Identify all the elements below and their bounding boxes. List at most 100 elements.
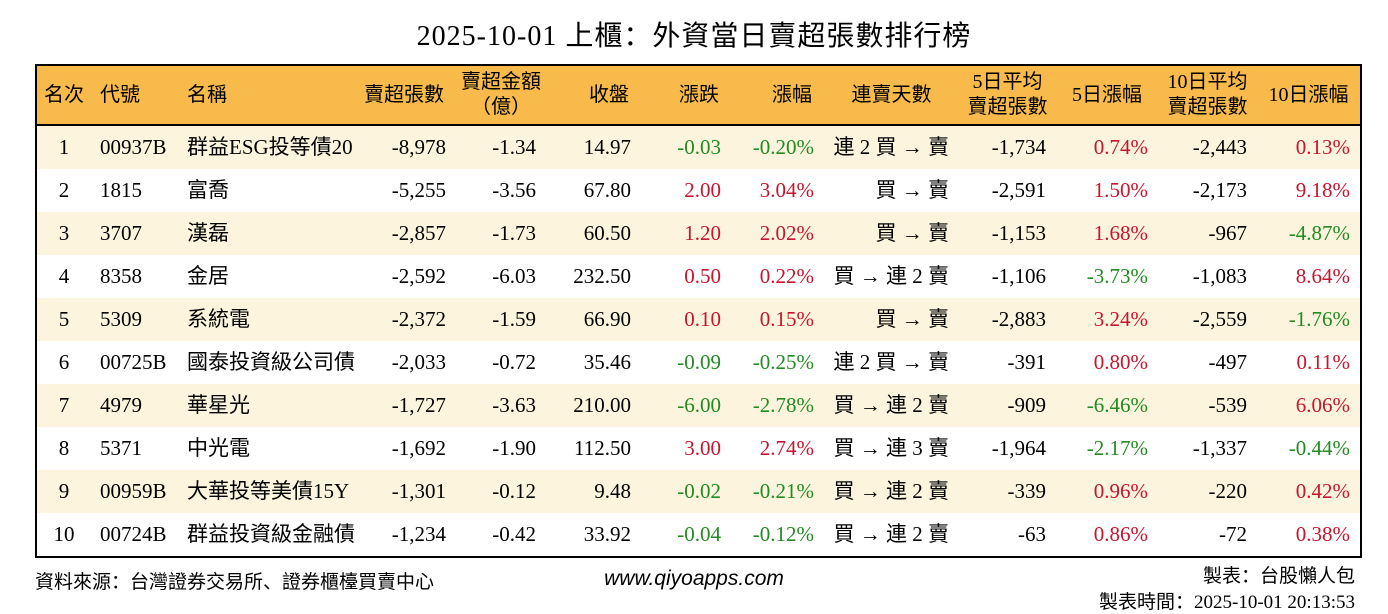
cell-close: 9.48 xyxy=(594,479,631,503)
cell-close: 35.46 xyxy=(583,350,631,374)
table-row: 8 5371 中光電 -1,692 -1.90 112.50 3.00 2.74% 買 → 連 … xyxy=(36,427,1361,470)
cell-rank: 2 xyxy=(58,178,70,202)
cell-avg5_sell: -391 xyxy=(1007,350,1047,374)
col-header-sell_volume: 賣超張數 xyxy=(364,83,444,106)
cell-change_pct: -0.12% xyxy=(752,522,814,546)
cell-sell_volume: -2,592 xyxy=(391,264,446,288)
cell-streak: 買 → 連 2 賣 xyxy=(833,393,950,417)
cell-sell_volume: -1,234 xyxy=(391,522,446,546)
table-row: 10 00724B 群益投資級金融債 -1,234 -0.42 33.92 -0.04 -0.… xyxy=(36,513,1361,557)
cell-name: 漢磊 xyxy=(187,221,229,245)
cell-pct5: 1.50% xyxy=(1093,178,1148,202)
table-row: 2 1815 富喬 -5,255 -3.56 67.80 2.00 3.04% 買 → 賣 -2,… xyxy=(36,169,1361,212)
cell-pct5: -6.46% xyxy=(1086,393,1148,417)
cell-name: 大華投等美債15Y xyxy=(187,479,350,503)
col-header-sell_amount: 賣超金額 （億） xyxy=(461,71,541,118)
cell-code: 8358 xyxy=(100,264,142,288)
cell-pct10: 0.13% xyxy=(1295,135,1350,159)
cell-close: 210.00 xyxy=(573,393,631,417)
cell-change_pct: 2.02% xyxy=(759,221,814,245)
cell-pct5: 0.74% xyxy=(1093,135,1148,159)
cell-avg5_sell: -63 xyxy=(1018,522,1046,546)
cell-rank: 5 xyxy=(58,307,70,331)
cell-change: -0.02 xyxy=(677,479,721,503)
cell-change_pct: 3.04% xyxy=(759,178,814,202)
cell-pct5: 0.96% xyxy=(1093,479,1148,503)
cell-name: 金居 xyxy=(187,264,229,288)
cell-change_pct: -0.21% xyxy=(752,479,814,503)
cell-sell_amount: -0.42 xyxy=(492,522,536,546)
cell-sell_volume: -2,033 xyxy=(391,350,446,374)
cell-change_pct: 0.15% xyxy=(759,307,814,331)
cell-pct10: -4.87% xyxy=(1288,221,1350,245)
cell-pct10: 8.64% xyxy=(1295,264,1350,288)
cell-name: 華星光 xyxy=(187,393,250,417)
cell-sell_volume: -2,857 xyxy=(391,221,446,245)
col-header-name: 名稱 xyxy=(187,83,227,106)
cell-pct10: 0.38% xyxy=(1295,522,1350,546)
col-header-close: 收盤 xyxy=(589,83,629,106)
table-row: 4 8358 金居 -2,592 -6.03 232.50 0.50 0.22% 買 → 連 2… xyxy=(36,255,1361,298)
col-header-pct10: 10日漲幅 xyxy=(1268,83,1349,106)
cell-pct10: -1.76% xyxy=(1288,307,1350,331)
cell-code: 5371 xyxy=(100,436,142,460)
cell-change: -0.03 xyxy=(677,135,721,159)
cell-change: 3.00 xyxy=(684,436,721,460)
cell-avg10_sell: -1,083 xyxy=(1192,264,1247,288)
page-title: 2025-10-01 上櫃：外資當日賣超張數排行榜 xyxy=(416,21,972,52)
cell-code: 00959B xyxy=(100,479,167,503)
cell-streak: 買 → 賣 xyxy=(875,221,950,245)
cell-code: 4979 xyxy=(100,393,142,417)
cell-close: 60.50 xyxy=(583,221,631,245)
cell-code: 00725B xyxy=(100,350,167,374)
cell-rank: 1 xyxy=(58,135,70,159)
cell-sell_amount: -3.56 xyxy=(492,178,536,202)
table-body: 1 00937B 群益ESG投等債20 -8,978 -1.34 14.97 -0.03 -0… xyxy=(36,125,1361,557)
cell-sell_volume: -8,978 xyxy=(391,135,446,159)
cell-name: 系統電 xyxy=(187,307,250,331)
cell-avg5_sell: -2,591 xyxy=(991,178,1046,202)
website-watermark: www.qiyoapps.com xyxy=(604,567,784,590)
cell-change: 1.20 xyxy=(684,221,721,245)
cell-change: -0.04 xyxy=(677,522,721,546)
cell-pct10: 0.42% xyxy=(1295,479,1350,503)
cell-avg5_sell: -1,106 xyxy=(991,264,1046,288)
cell-sell_amount: -1.73 xyxy=(492,221,536,245)
col-header-code: 代號 xyxy=(100,83,140,106)
cell-sell_amount: -1.90 xyxy=(492,436,536,460)
cell-streak: 連 2 買 → 賣 xyxy=(833,350,950,374)
cell-change: 0.10 xyxy=(684,307,721,331)
cell-pct5: -2.17% xyxy=(1086,436,1148,460)
cell-rank: 9 xyxy=(58,479,70,503)
cell-pct5: 0.86% xyxy=(1093,522,1148,546)
cell-code: 1815 xyxy=(100,178,142,202)
cell-streak: 買 → 賣 xyxy=(875,307,950,331)
table-row: 1 00937B 群益ESG投等債20 -8,978 -1.34 14.97 -0.03 -0… xyxy=(36,125,1361,169)
col-header-pct5: 5日漲幅 xyxy=(1072,83,1142,106)
cell-avg10_sell: -539 xyxy=(1208,393,1248,417)
cell-pct5: 1.68% xyxy=(1093,221,1148,245)
cell-close: 232.50 xyxy=(573,264,631,288)
cell-avg10_sell: -72 xyxy=(1219,522,1247,546)
cell-close: 67.80 xyxy=(583,178,631,202)
cell-sell_volume: -2,372 xyxy=(391,307,446,331)
cell-change: -0.09 xyxy=(677,350,721,374)
cell-rank: 10 xyxy=(53,522,75,546)
table-header-row: 名次 代號 名稱 賣超張數 賣超金額 （億） 收盤 漲跌 漲幅 連賣天數 5日平均 賣超張數 5日漲… xyxy=(36,65,1361,125)
cell-avg10_sell: -2,559 xyxy=(1192,307,1247,331)
cell-change: 0.50 xyxy=(684,264,721,288)
table-row: 6 00725B 國泰投資級公司債 -2,033 -0.72 35.46 -0.09 -0.2… xyxy=(36,341,1361,384)
cell-avg10_sell: -2,173 xyxy=(1192,178,1247,202)
cell-pct5: -3.73% xyxy=(1086,264,1148,288)
cell-avg5_sell: -909 xyxy=(1007,393,1047,417)
cell-streak: 連 2 買 → 賣 xyxy=(833,135,950,159)
cell-rank: 6 xyxy=(58,350,70,374)
cell-change_pct: 2.74% xyxy=(759,436,814,460)
cell-sell_amount: -0.12 xyxy=(492,479,536,503)
cell-sell_amount: -0.72 xyxy=(492,350,536,374)
cell-pct5: 3.24% xyxy=(1093,307,1148,331)
cell-change_pct: -2.78% xyxy=(752,393,814,417)
cell-sell_volume: -1,301 xyxy=(391,479,446,503)
cell-code: 3707 xyxy=(100,221,142,245)
cell-streak: 買 → 連 2 賣 xyxy=(833,479,950,503)
